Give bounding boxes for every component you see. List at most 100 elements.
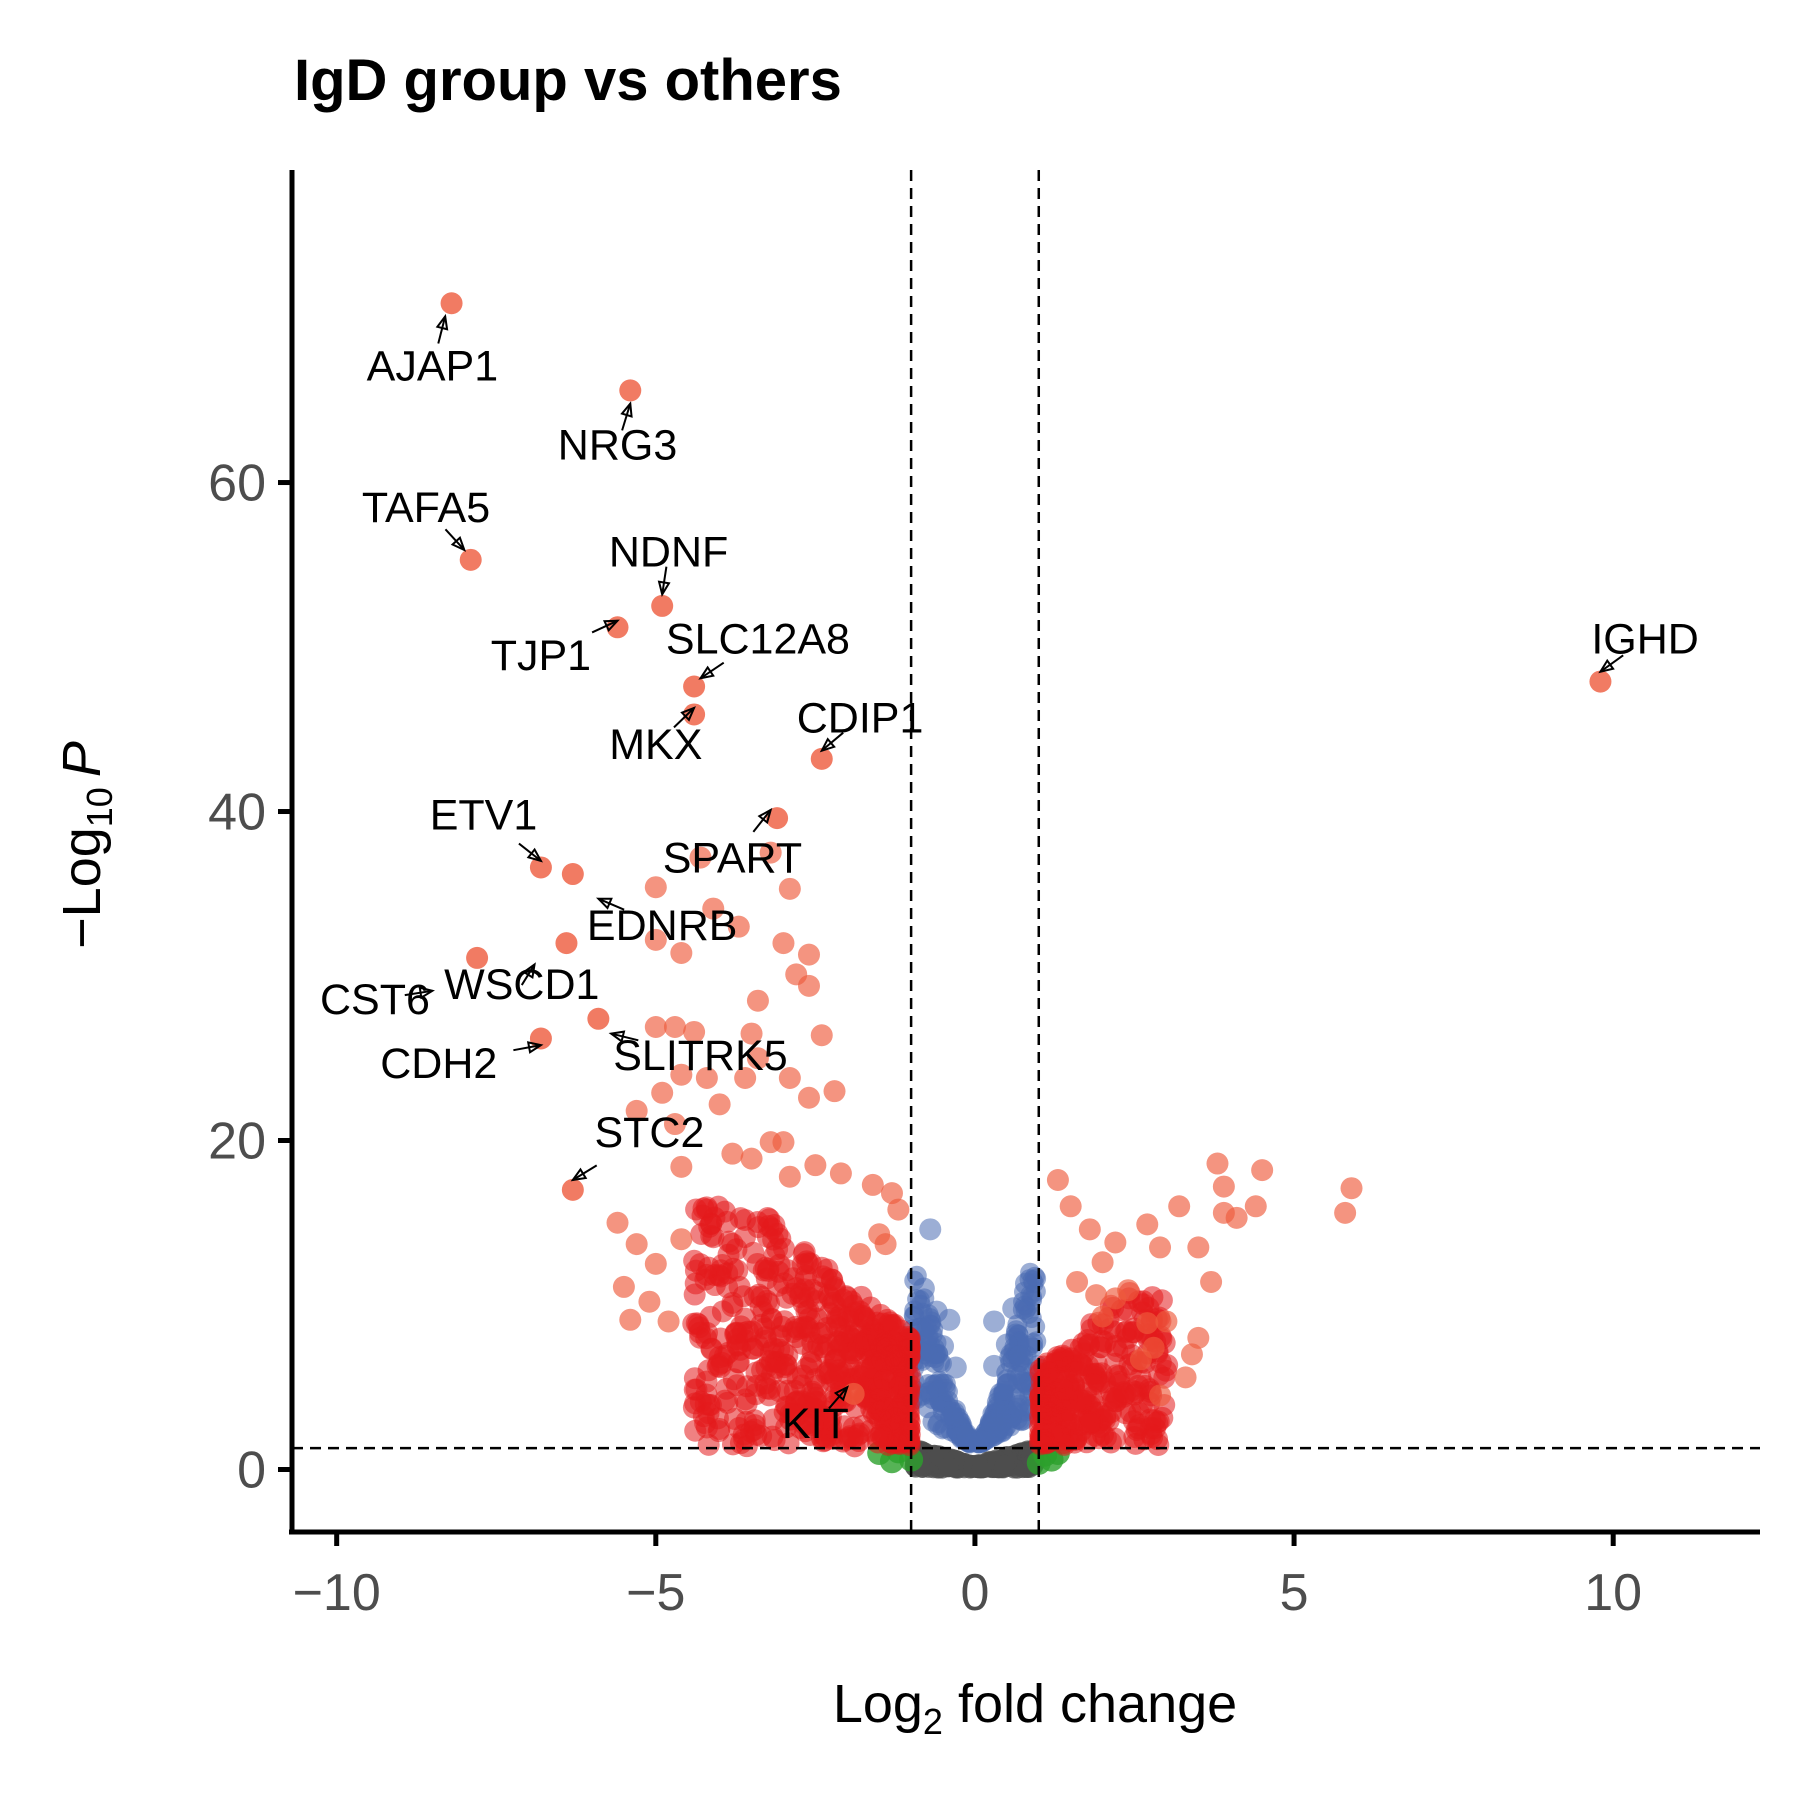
- label-arrow: [572, 1164, 598, 1181]
- gene-label: AJAP1: [367, 343, 498, 391]
- threshold-lines: [292, 170, 1760, 1532]
- point-significant: [1114, 1402, 1137, 1425]
- point-significant: [1104, 1427, 1127, 1450]
- point-significant: [1187, 1236, 1210, 1259]
- point-labeled: [766, 807, 789, 830]
- point-significant: [848, 1422, 871, 1445]
- label-arrow: [673, 707, 695, 729]
- y-tick-label: 40: [208, 784, 266, 842]
- point-significant: [869, 1424, 892, 1447]
- point-significant: [1066, 1270, 1089, 1293]
- point-significant: [755, 1329, 778, 1352]
- label-arrowhead: [570, 1167, 588, 1182]
- point-significant: [1114, 1383, 1137, 1406]
- point-labeled: [440, 292, 463, 315]
- point-significant: [797, 974, 820, 997]
- point-pvalue-only: [979, 1411, 1000, 1432]
- gene-label: MKX: [609, 721, 702, 769]
- gene-label: SLITRK5: [613, 1032, 787, 1080]
- significant-points-layer: [606, 841, 1363, 1458]
- label-arrow: [1599, 654, 1624, 673]
- gene-label: KIT: [782, 1400, 849, 1448]
- point-significant: [606, 1211, 629, 1234]
- label-arrow: [513, 1044, 542, 1052]
- point-significant: [890, 1335, 913, 1358]
- label-arrow: [518, 842, 542, 862]
- point-significant: [823, 1080, 846, 1103]
- point-significant: [721, 1291, 744, 1314]
- label-arrow: [591, 619, 618, 634]
- point-pvalue-only: [1015, 1272, 1037, 1295]
- label-arrowhead: [522, 962, 536, 979]
- gene-labels-layer: AJAP1 NRG3 TAFA5 NDNF TJP1 SLC12A8 MKX CDIP1 IGH…: [320, 343, 1699, 1449]
- point-significant: [1251, 1159, 1274, 1182]
- x-tick-label: −5: [626, 1564, 685, 1622]
- point-significant: [689, 1253, 712, 1276]
- point-significant: [1050, 1377, 1073, 1400]
- gene-label: TAFA5: [362, 484, 490, 532]
- point-significant: [1180, 1343, 1203, 1366]
- point-pvalue-only: [937, 1381, 958, 1402]
- point-significant: [1143, 1409, 1166, 1432]
- point-significant: [800, 1352, 823, 1375]
- point-significant: [1155, 1310, 1178, 1333]
- gene-label: WSCD1: [444, 961, 599, 1009]
- label-arrowhead: [620, 401, 633, 418]
- x-tick-label: −10: [293, 1564, 381, 1622]
- label-arrowhead: [526, 847, 543, 863]
- point-pvalue-only: [944, 1356, 967, 1379]
- label-arrowhead: [608, 1030, 626, 1044]
- gene-label: CDH2: [380, 1040, 497, 1088]
- label-arrowhead: [833, 1385, 849, 1402]
- label-arrowhead: [1598, 658, 1615, 674]
- label-arrow: [404, 989, 433, 997]
- point-significant: [697, 1402, 720, 1425]
- point-significant: [638, 1290, 661, 1313]
- point-significant: [1149, 1236, 1172, 1259]
- point-significant: [861, 1173, 884, 1196]
- point-significant: [683, 1378, 706, 1401]
- label-arrowhead: [435, 313, 449, 331]
- point-significant: [746, 989, 769, 1012]
- point-significant: [734, 1067, 757, 1089]
- point-significant: [670, 941, 693, 964]
- pvalue-only-points-layer: [902, 1218, 1048, 1454]
- gene-label: SLC12A8: [666, 616, 850, 664]
- point-significant: [813, 1429, 836, 1452]
- point-significant: [826, 1339, 849, 1362]
- point-labeled: [619, 379, 642, 402]
- y-axis-title: −Log10P: [52, 741, 120, 949]
- point-significant: [727, 915, 750, 938]
- point-significant: [1340, 1177, 1363, 1200]
- point-significant: [887, 1198, 910, 1221]
- point-ns: [994, 1454, 1015, 1475]
- point-significant: [801, 1413, 824, 1436]
- x-tick-label: 10: [1584, 1564, 1642, 1622]
- gene-label: STC2: [594, 1109, 704, 1157]
- point-significant: [819, 1286, 842, 1309]
- point-significant: [663, 1113, 686, 1136]
- label-arrow: [597, 897, 625, 911]
- axes: [289, 170, 1760, 1535]
- point-labeled: [587, 1007, 610, 1030]
- point-significant: [735, 1392, 758, 1415]
- point-significant: [726, 1328, 749, 1351]
- point-significant: [697, 1433, 720, 1456]
- point-significant: [871, 1312, 894, 1335]
- point-significant: [619, 1308, 642, 1331]
- point-significant: [708, 1093, 731, 1116]
- point-significant: [797, 943, 820, 966]
- point-significant: [612, 1275, 635, 1298]
- point-significant: [644, 928, 667, 951]
- y-tick-label: 20: [208, 1113, 266, 1171]
- point-significant: [651, 1081, 674, 1104]
- point-pvalue-only: [919, 1344, 942, 1367]
- point-significant: [797, 1086, 820, 1109]
- point-labeled: [1589, 670, 1612, 693]
- point-significant: [743, 1418, 766, 1441]
- point-significant: [702, 897, 725, 920]
- point-significant: [804, 1154, 827, 1177]
- point-significant: [1104, 1231, 1127, 1254]
- point-significant: [644, 1252, 667, 1275]
- point-significant: [826, 1359, 849, 1382]
